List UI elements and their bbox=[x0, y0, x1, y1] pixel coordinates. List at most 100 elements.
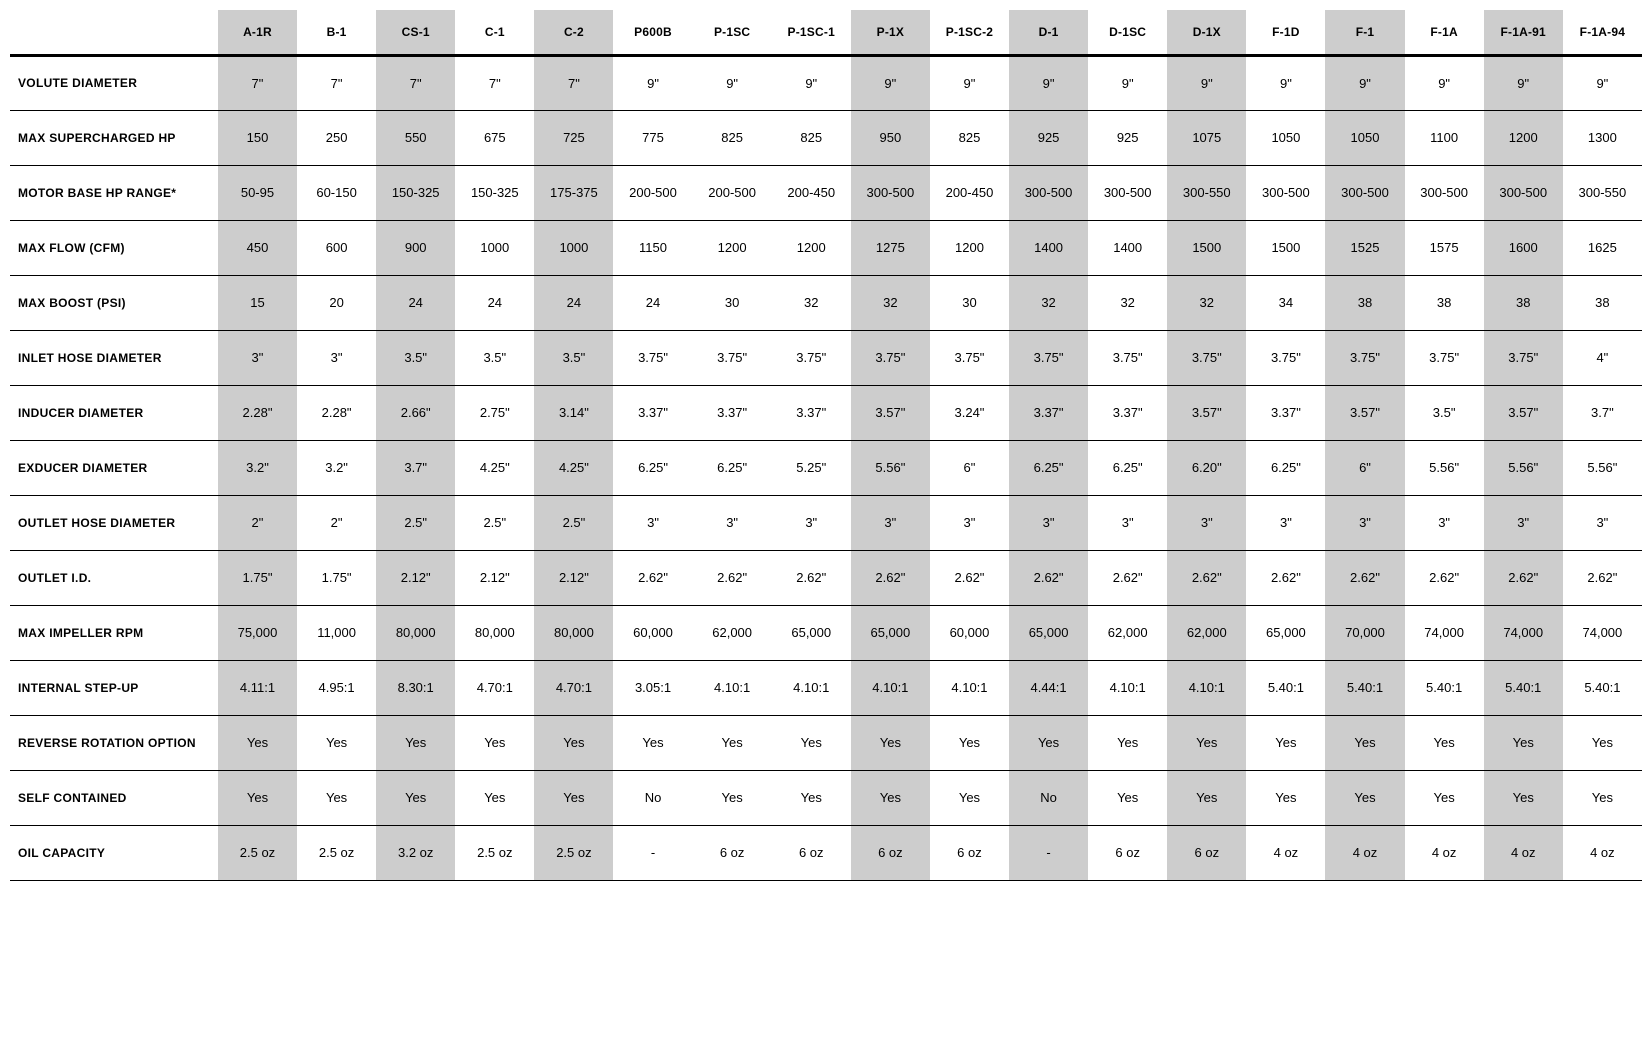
row-label: MAX FLOW (CFM) bbox=[10, 220, 218, 275]
cell: 5.56" bbox=[851, 440, 930, 495]
cell: 2.62" bbox=[930, 550, 1009, 605]
cell: 3.24" bbox=[930, 385, 1009, 440]
cell: 15 bbox=[218, 275, 297, 330]
cell: 2.62" bbox=[772, 550, 851, 605]
cell: 9" bbox=[772, 55, 851, 110]
cell: 3" bbox=[772, 495, 851, 550]
cell: 6.20" bbox=[1167, 440, 1246, 495]
row-label: OUTLET HOSE DIAMETER bbox=[10, 495, 218, 550]
cell: 24 bbox=[376, 275, 455, 330]
table-row: MAX SUPERCHARGED HP150250550675725775825… bbox=[10, 110, 1642, 165]
table-row: OUTLET I.D.1.75"1.75"2.12"2.12"2.12"2.62… bbox=[10, 550, 1642, 605]
cell: 3.37" bbox=[1009, 385, 1088, 440]
cell: 38 bbox=[1563, 275, 1642, 330]
cell: 6 oz bbox=[772, 825, 851, 880]
cell: 3.2" bbox=[297, 440, 376, 495]
cell: 9" bbox=[1484, 55, 1563, 110]
cell: 3" bbox=[1325, 495, 1404, 550]
cell: 2.62" bbox=[1167, 550, 1246, 605]
cell: 3" bbox=[297, 330, 376, 385]
column-header: F-1A bbox=[1405, 10, 1484, 55]
cell: 9" bbox=[1246, 55, 1325, 110]
cell: Yes bbox=[1246, 770, 1325, 825]
cell: 150 bbox=[218, 110, 297, 165]
cell: 4 oz bbox=[1405, 825, 1484, 880]
cell: 4 oz bbox=[1246, 825, 1325, 880]
cell: 3.5" bbox=[534, 330, 613, 385]
cell: No bbox=[1009, 770, 1088, 825]
cell: Yes bbox=[534, 770, 613, 825]
row-label: REVERSE ROTATION OPTION bbox=[10, 715, 218, 770]
cell: 2.66" bbox=[376, 385, 455, 440]
cell: 2.75" bbox=[455, 385, 534, 440]
cell: 2.5 oz bbox=[534, 825, 613, 880]
cell: 3.75" bbox=[930, 330, 1009, 385]
cell: 200-450 bbox=[930, 165, 1009, 220]
cell: 74,000 bbox=[1563, 605, 1642, 660]
cell: 3" bbox=[1484, 495, 1563, 550]
cell: 3" bbox=[930, 495, 1009, 550]
cell: 3.57" bbox=[1325, 385, 1404, 440]
cell: 3.7" bbox=[1563, 385, 1642, 440]
cell: 20 bbox=[297, 275, 376, 330]
cell: 3" bbox=[1088, 495, 1167, 550]
cell: 2.12" bbox=[455, 550, 534, 605]
cell: 6 oz bbox=[693, 825, 772, 880]
cell: 65,000 bbox=[1009, 605, 1088, 660]
column-header: D-1SC bbox=[1088, 10, 1167, 55]
cell: 30 bbox=[930, 275, 1009, 330]
row-label: INLET HOSE DIAMETER bbox=[10, 330, 218, 385]
cell: 150-325 bbox=[376, 165, 455, 220]
cell: 3.75" bbox=[1484, 330, 1563, 385]
cell: 8.30:1 bbox=[376, 660, 455, 715]
cell: - bbox=[613, 825, 692, 880]
cell: 300-550 bbox=[1167, 165, 1246, 220]
column-header: P-1X bbox=[851, 10, 930, 55]
cell: 6.25" bbox=[1009, 440, 1088, 495]
cell: 5.56" bbox=[1563, 440, 1642, 495]
cell: 4 oz bbox=[1563, 825, 1642, 880]
cell: 3.2" bbox=[218, 440, 297, 495]
column-header: P-1SC bbox=[693, 10, 772, 55]
cell: 62,000 bbox=[693, 605, 772, 660]
cell: 60,000 bbox=[613, 605, 692, 660]
cell: Yes bbox=[534, 715, 613, 770]
cell: 9" bbox=[1405, 55, 1484, 110]
cell: 600 bbox=[297, 220, 376, 275]
cell: 75,000 bbox=[218, 605, 297, 660]
spec-table: A-1RB-1CS-1C-1C-2P600BP-1SCP-1SC-1P-1XP-… bbox=[10, 10, 1642, 881]
cell: 3" bbox=[613, 495, 692, 550]
cell: 5.40:1 bbox=[1484, 660, 1563, 715]
table-row: INDUCER DIAMETER2.28"2.28"2.66"2.75"3.14… bbox=[10, 385, 1642, 440]
row-label: OUTLET I.D. bbox=[10, 550, 218, 605]
cell: 2" bbox=[218, 495, 297, 550]
cell: 3" bbox=[1167, 495, 1246, 550]
cell: 3.75" bbox=[1167, 330, 1246, 385]
cell: 3.37" bbox=[1088, 385, 1167, 440]
cell: 1050 bbox=[1325, 110, 1404, 165]
cell: 1200 bbox=[930, 220, 1009, 275]
cell: Yes bbox=[297, 715, 376, 770]
cell: 38 bbox=[1484, 275, 1563, 330]
cell: 825 bbox=[693, 110, 772, 165]
cell: 32 bbox=[772, 275, 851, 330]
cell: 2.62" bbox=[1009, 550, 1088, 605]
cell: 1600 bbox=[1484, 220, 1563, 275]
cell: Yes bbox=[218, 770, 297, 825]
cell: 30 bbox=[693, 275, 772, 330]
cell: 6 oz bbox=[1088, 825, 1167, 880]
column-header: P600B bbox=[613, 10, 692, 55]
cell: 1400 bbox=[1009, 220, 1088, 275]
cell: 2.5 oz bbox=[297, 825, 376, 880]
cell: 6.25" bbox=[693, 440, 772, 495]
cell: 65,000 bbox=[851, 605, 930, 660]
cell: 2.5 oz bbox=[218, 825, 297, 880]
row-label: INTERNAL STEP-UP bbox=[10, 660, 218, 715]
cell: 65,000 bbox=[1246, 605, 1325, 660]
cell: 175-375 bbox=[534, 165, 613, 220]
cell: 3.5" bbox=[455, 330, 534, 385]
table-row: OIL CAPACITY2.5 oz2.5 oz3.2 oz2.5 oz2.5 … bbox=[10, 825, 1642, 880]
cell: 1200 bbox=[693, 220, 772, 275]
cell: Yes bbox=[1088, 770, 1167, 825]
cell: 3" bbox=[218, 330, 297, 385]
